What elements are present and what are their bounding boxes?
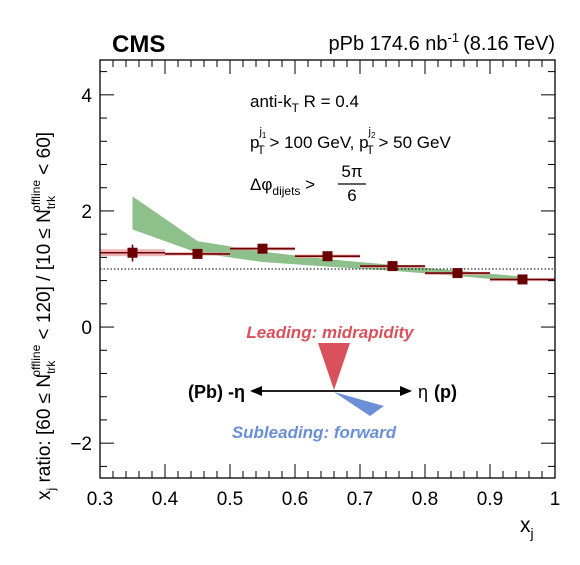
left-direction-label: (Pb) -η [188, 382, 245, 402]
header-right-label: pPb 174.6 nb-1 (8.16 TeV) [329, 30, 555, 55]
x-tick-label-1: 0.4 [152, 489, 179, 510]
dphi-fraction-den: 6 [347, 186, 356, 205]
marker-0 [127, 247, 138, 258]
y-axis-label: xj ratio: [60 ≤ Ntrkoffline < 120] / [10… [29, 132, 58, 500]
eta-arrow-right [400, 386, 412, 396]
x-tick-label-5: 0.8 [412, 489, 438, 510]
x-tick-label-6: 0.9 [477, 489, 503, 510]
x-tick-label-0: 0.3 [87, 489, 113, 510]
subleading-label: Subleading: forward [232, 423, 397, 442]
marker-3 [322, 251, 333, 262]
x-tick-label-4: 0.7 [347, 489, 373, 510]
data-point-4 [360, 261, 425, 272]
data-point-3 [295, 251, 360, 262]
x-tick-label-3: 0.6 [282, 489, 308, 510]
dphi-fraction-num: 5π [341, 162, 362, 181]
eta-arrow-left [250, 386, 262, 396]
points-layer [100, 243, 555, 285]
data-point-5 [425, 268, 490, 279]
right-direction-label: η (p) [418, 382, 457, 402]
marker-1 [192, 248, 203, 259]
y-tick-label-0: −2 [70, 434, 92, 455]
jet-algo-annotation: anti-kT R = 0.4 [250, 92, 359, 115]
y-tick-label-3: 4 [81, 86, 92, 107]
y-tick-label-1: 0 [81, 318, 92, 339]
x-tick-label-7: 1 [550, 489, 561, 510]
plot-frame [99, 59, 556, 479]
marker-2 [257, 243, 268, 254]
x-tick-label-2: 0.5 [217, 489, 243, 510]
subleading-triangle [334, 392, 384, 416]
y-tick-label-2: 2 [81, 202, 92, 223]
data-point-0 [100, 244, 165, 262]
ticks-layer: 0.3 0.4 0.5 0.6 0.7 0.8 0.9 1 −2 0 2 4 [70, 60, 560, 510]
marker-4 [387, 261, 398, 272]
x-axis-label: xj [520, 514, 534, 541]
marker-5 [452, 268, 463, 279]
data-point-2 [230, 243, 295, 254]
leading-triangle [318, 343, 350, 390]
pt-cut-annotation: pj1 T > 100 GeV, pj2 T > 50 GeV [250, 126, 451, 157]
experiment-label: CMS [112, 31, 165, 58]
data-point-1 [165, 248, 230, 259]
dphi-annotation: Δφdijets > [250, 175, 315, 198]
marker-6 [517, 274, 528, 285]
leading-label: Leading: midrapidity [246, 323, 415, 342]
data-point-6 [490, 274, 555, 285]
